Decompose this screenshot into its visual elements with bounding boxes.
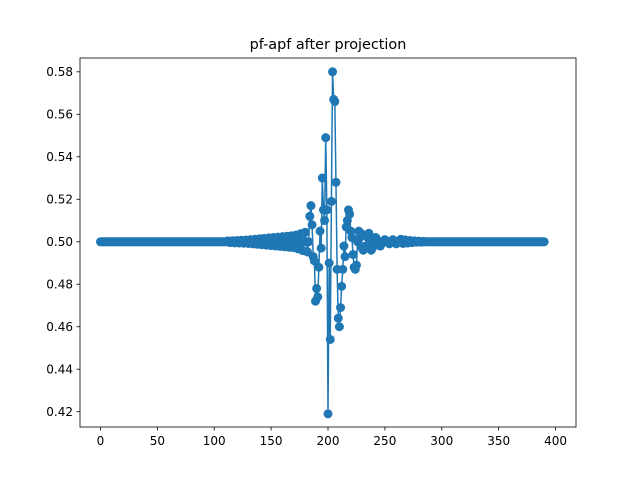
chart-title: pf-apf after projection xyxy=(250,37,407,53)
data-point xyxy=(322,205,332,215)
y-tick-label: 0.48 xyxy=(46,278,73,292)
data-point xyxy=(320,216,330,226)
data-point xyxy=(339,241,349,251)
data-point xyxy=(326,196,336,206)
data-point xyxy=(337,281,347,291)
y-tick-label: 0.50 xyxy=(46,235,73,249)
y-tick-label: 0.56 xyxy=(46,108,73,122)
data-point xyxy=(307,220,317,230)
data-point xyxy=(313,292,323,302)
data-point xyxy=(338,264,348,274)
y-tick-label: 0.44 xyxy=(46,363,73,377)
data-point xyxy=(331,177,341,187)
data-point xyxy=(314,262,324,272)
x-tick-label: 0 xyxy=(97,434,105,448)
data-point xyxy=(321,133,331,143)
x-tick-label: 350 xyxy=(487,434,510,448)
data-point xyxy=(328,67,338,77)
data-point xyxy=(351,260,361,270)
x-tick-label: 150 xyxy=(260,434,283,448)
data-point xyxy=(312,283,322,293)
data-point xyxy=(336,303,346,313)
data-point xyxy=(345,209,355,219)
data-point xyxy=(300,227,310,237)
data-point xyxy=(316,243,326,253)
data-point xyxy=(323,409,333,419)
data-point xyxy=(315,226,325,236)
data-point xyxy=(306,201,316,211)
data-point xyxy=(304,237,314,247)
data-point xyxy=(334,322,344,332)
data-point xyxy=(317,173,327,183)
data-point xyxy=(305,211,315,221)
x-tick-label: 300 xyxy=(430,434,453,448)
data-point xyxy=(309,256,319,266)
x-tick-label: 200 xyxy=(317,434,340,448)
data-point xyxy=(325,334,335,344)
plot-area xyxy=(95,67,549,419)
y-tick-label: 0.54 xyxy=(46,150,73,164)
data-point xyxy=(324,258,334,268)
x-tick-label: 250 xyxy=(373,434,396,448)
series-group xyxy=(95,67,549,419)
data-point xyxy=(539,237,549,247)
y-tick-label: 0.46 xyxy=(46,320,73,334)
data-point xyxy=(340,252,350,262)
axes: 0 50 100 150 200 250 300 350 400 0.42 0.44 0.46 0.48… xyxy=(46,57,577,448)
x-tick-label: 100 xyxy=(203,434,226,448)
data-point xyxy=(348,250,358,259)
y-tick-label: 0.52 xyxy=(46,193,73,207)
y-tick-label: 0.42 xyxy=(46,405,73,419)
data-point xyxy=(330,97,340,107)
data-point xyxy=(333,313,343,323)
x-tick-label: 400 xyxy=(544,434,567,448)
x-tick-label: 50 xyxy=(150,434,165,448)
y-tick-label: 0.58 xyxy=(46,65,73,79)
